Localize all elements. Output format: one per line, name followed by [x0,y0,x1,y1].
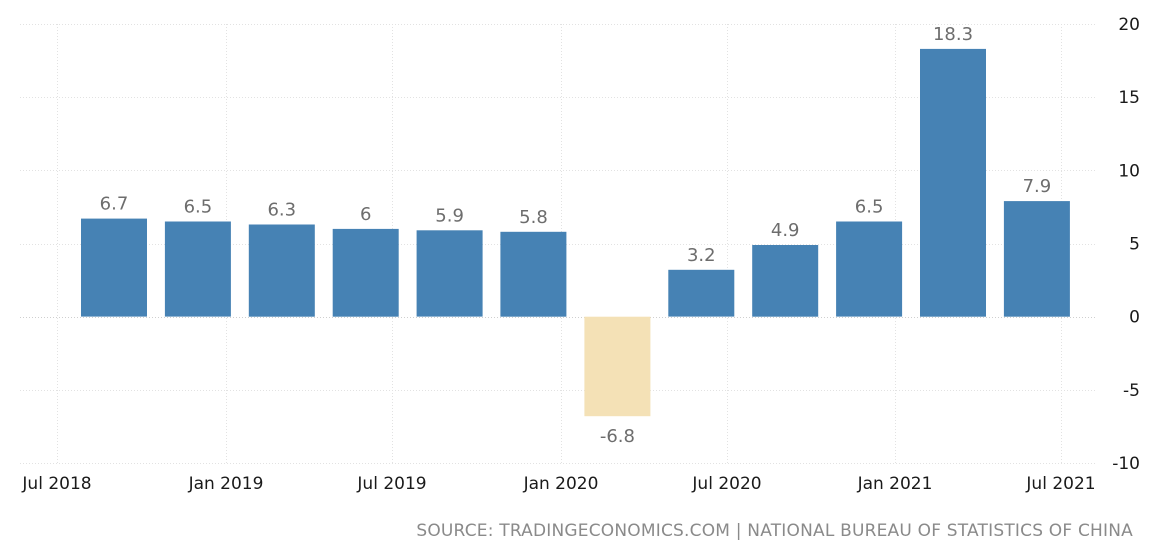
x-tick-label: Jan 2021 [857,474,933,494]
y-tick-label: 5 [1129,235,1140,255]
x-tick-label: Jul 2020 [691,474,761,494]
x-tick-label: Jul 2021 [1025,474,1095,494]
bar [81,218,147,317]
bar [1003,201,1070,317]
bar-value-label: 5.8 [519,207,548,228]
bar-value-label: 4.9 [771,220,800,241]
bar [248,224,315,317]
bar-value-label: 6.3 [267,200,296,221]
bar [416,230,483,317]
bar [752,245,819,317]
x-tick-label: Jan 2019 [188,474,264,494]
bar-value-label: 18.3 [933,24,973,45]
bar [668,269,735,317]
bar [920,48,986,317]
y-tick-label: -5 [1123,381,1140,401]
bar-value-label: 7.9 [1023,176,1052,197]
bar [332,228,399,317]
bar [836,221,903,317]
bar-value-label: -6.8 [600,426,635,447]
y-tick-label: 15 [1118,88,1140,108]
y-tick-label: -10 [1112,454,1140,474]
y-tick-label: 0 [1129,308,1140,328]
y-tick-label: 20 [1118,15,1140,35]
y-tick-label: 10 [1118,161,1140,181]
bar-value-label: 3.2 [687,245,716,266]
bar-value-label: 6.5 [184,197,213,218]
bar [164,221,231,317]
bar-value-label: 6.7 [100,194,129,215]
x-tick-label: Jul 2018 [21,474,91,494]
bar-value-label: 6 [360,204,371,225]
bar [584,316,651,417]
source-attribution: SOURCE: TRADINGECONOMICS.COM | NATIONAL … [416,521,1133,541]
x-tick-label: Jan 2020 [523,474,599,494]
bar-value-label: 6.5 [855,197,884,218]
bar [500,231,567,317]
x-tick-label: Jul 2019 [356,474,426,494]
bar-value-label: 5.9 [435,205,464,226]
